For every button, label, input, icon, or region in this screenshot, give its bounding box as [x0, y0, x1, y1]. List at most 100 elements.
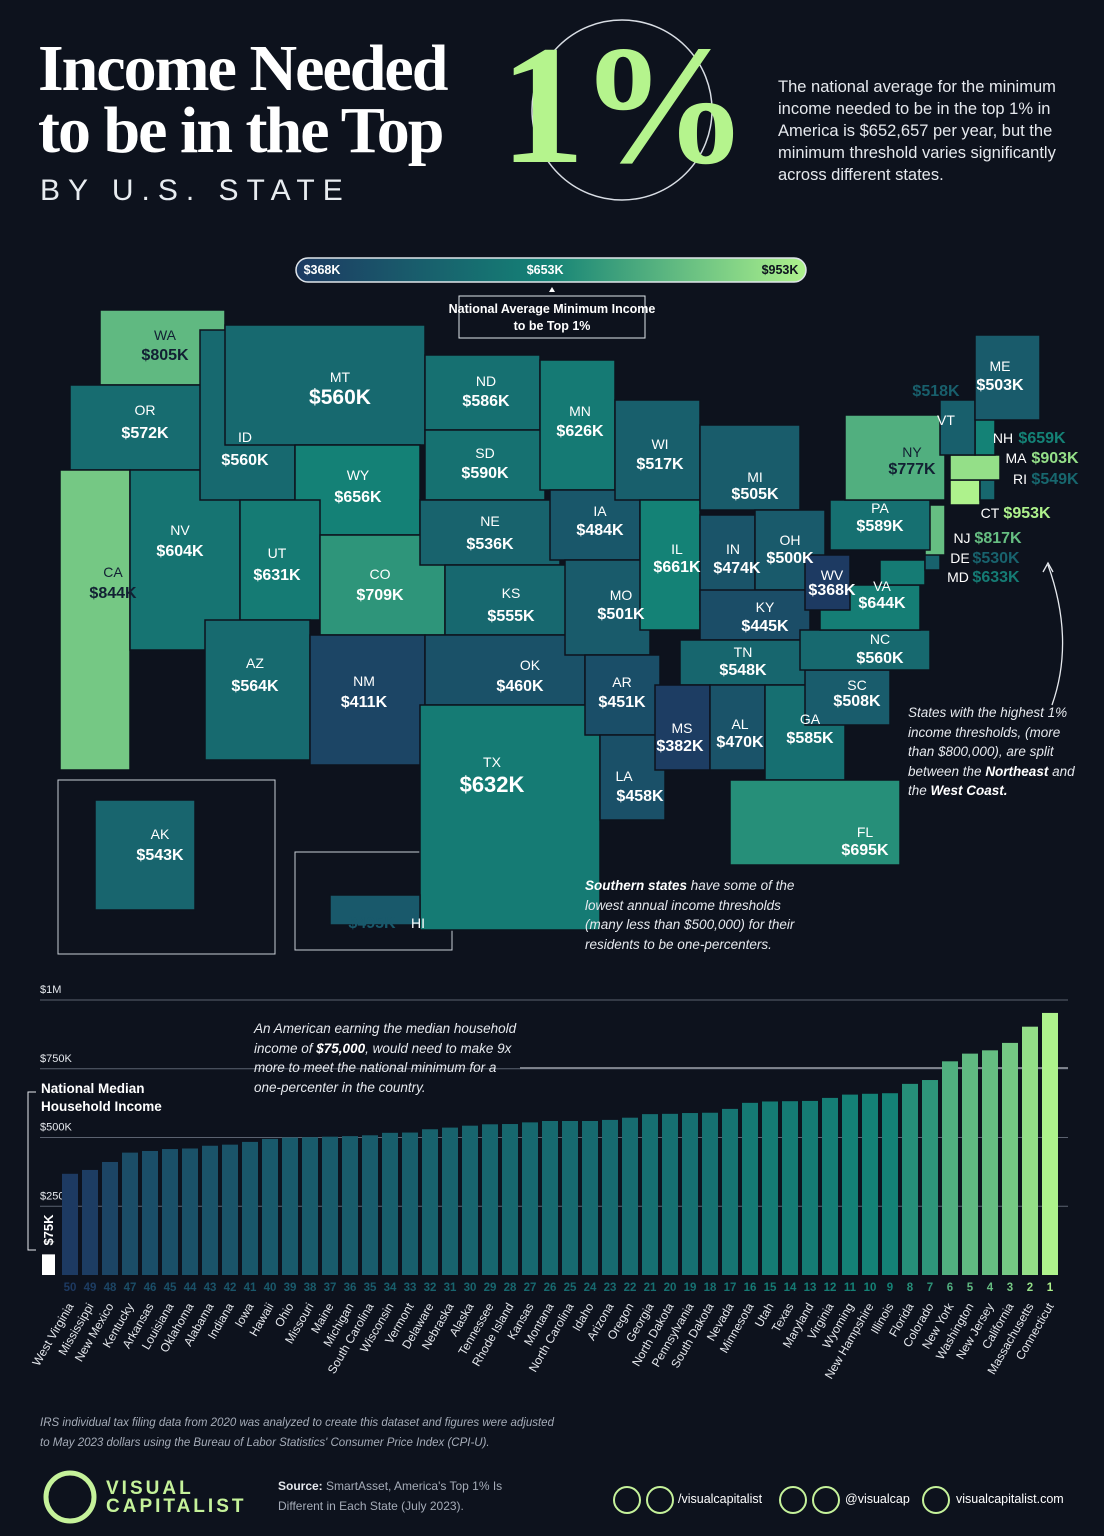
state-abbr: MI — [747, 469, 763, 485]
text: $75,000 — [316, 1040, 366, 1056]
bar — [222, 1144, 238, 1275]
bar — [162, 1149, 178, 1275]
rank-label: 27 — [524, 1282, 537, 1294]
bar — [822, 1097, 838, 1275]
rank-label: 20 — [664, 1282, 677, 1294]
state-abbr: IL — [671, 541, 683, 557]
state — [974, 334, 1041, 421]
state-abbr: IN — [726, 541, 740, 557]
state-value: $484K — [576, 522, 624, 539]
bracket — [27, 1091, 36, 1251]
state-value: $589K — [856, 518, 904, 535]
state-abbr: WY — [347, 467, 370, 483]
social[interactable]: visualcapitalist.com — [956, 1492, 1064, 1506]
map-annotation: States with the highest 1% income thresh… — [908, 703, 1078, 801]
title: Income Needed to be in the Top — [38, 36, 448, 164]
state-value: $543K — [136, 847, 184, 864]
state — [329, 894, 421, 926]
rank-label: 40 — [264, 1282, 277, 1294]
state — [799, 629, 931, 671]
rank-label: 8 — [907, 1282, 914, 1294]
state-abbr: CO — [370, 566, 391, 582]
text: , would need to make 9x more to meet the… — [254, 1040, 512, 1095]
social[interactable]: /visualcapitalist — [678, 1492, 763, 1506]
logo-mark — [43, 1470, 97, 1524]
state — [549, 489, 641, 561]
icon-youtube[interactable] — [646, 1486, 674, 1514]
state-abbr: NE — [480, 513, 499, 529]
state-abbr: TX — [483, 754, 502, 770]
rank-label: 35 — [364, 1282, 377, 1294]
rank-label: 29 — [484, 1282, 497, 1294]
rank-label: 19 — [684, 1282, 697, 1294]
bar — [782, 1101, 798, 1275]
state-abbr: WI — [651, 436, 668, 452]
state — [614, 399, 701, 501]
bar — [242, 1141, 258, 1275]
source-text: SmartAsset, America's Top 1% Is Differen… — [278, 1479, 503, 1513]
bar — [642, 1114, 658, 1275]
state-abbr: MT — [330, 369, 351, 385]
bar — [522, 1122, 538, 1275]
state — [599, 734, 666, 821]
rank-label: 22 — [624, 1282, 637, 1294]
state-value: $695K — [841, 842, 889, 859]
state — [709, 684, 766, 771]
state-value: $564K — [231, 678, 279, 695]
social[interactable]: @visualcap — [845, 1492, 910, 1506]
state-abbr: LA — [615, 768, 633, 784]
map-annotation: Southern states have some of the lowest … — [585, 876, 805, 954]
state — [804, 554, 851, 611]
bar — [662, 1113, 678, 1275]
scale-tick-label: $653K — [527, 263, 564, 277]
icon-facebook[interactable] — [613, 1486, 641, 1514]
state — [584, 654, 661, 736]
state-abbr: OK — [520, 657, 541, 673]
state-value: $508K — [833, 693, 881, 710]
rank-label: 11 — [844, 1282, 857, 1294]
bar — [482, 1124, 498, 1275]
rank-label: 5 — [967, 1282, 974, 1294]
state-abbr: AZ — [246, 655, 264, 671]
state-abbr: UT — [268, 545, 287, 561]
icon-web[interactable] — [922, 1486, 950, 1514]
state-abbr: OR — [135, 402, 156, 418]
state-abbr: MO — [610, 587, 633, 603]
state-value: $644K — [858, 595, 906, 612]
text: and the — [908, 763, 1075, 799]
color-scale — [295, 257, 807, 283]
rank-label: 9 — [887, 1282, 893, 1294]
rank-label: 47 — [124, 1282, 137, 1294]
state-value: $560K — [856, 650, 904, 667]
bar — [142, 1150, 158, 1275]
state — [949, 454, 1001, 481]
state-value: $548K — [719, 662, 767, 679]
bar — [1022, 1026, 1038, 1275]
logo-text: VISUAL — [106, 1478, 194, 1499]
icon-x[interactable] — [779, 1486, 807, 1514]
state-abbr: AL — [731, 716, 748, 732]
bar — [402, 1132, 418, 1275]
rank-label: 26 — [544, 1282, 557, 1294]
state-value: $586K — [462, 393, 510, 410]
state-abbr: MD — [947, 569, 969, 585]
bar — [902, 1083, 918, 1275]
icon-instagram[interactable] — [812, 1486, 840, 1514]
state-abbr: MN — [569, 403, 591, 419]
logo-text: CAPITALIST — [106, 1496, 247, 1517]
rank-label: 44 — [184, 1282, 197, 1294]
arrow — [1047, 564, 1064, 706]
state-abbr: ND — [476, 373, 496, 389]
state-abbr: TN — [734, 644, 753, 660]
bar — [722, 1108, 738, 1275]
bar — [462, 1125, 478, 1275]
scale-title-box — [458, 295, 646, 339]
text: Northeast — [985, 763, 1049, 779]
bar — [442, 1127, 458, 1275]
state-abbr: AK — [151, 826, 170, 842]
state-abbr: CT — [981, 505, 1000, 521]
state-value: $549K — [1031, 471, 1079, 488]
rank-label: 50 — [64, 1282, 77, 1294]
